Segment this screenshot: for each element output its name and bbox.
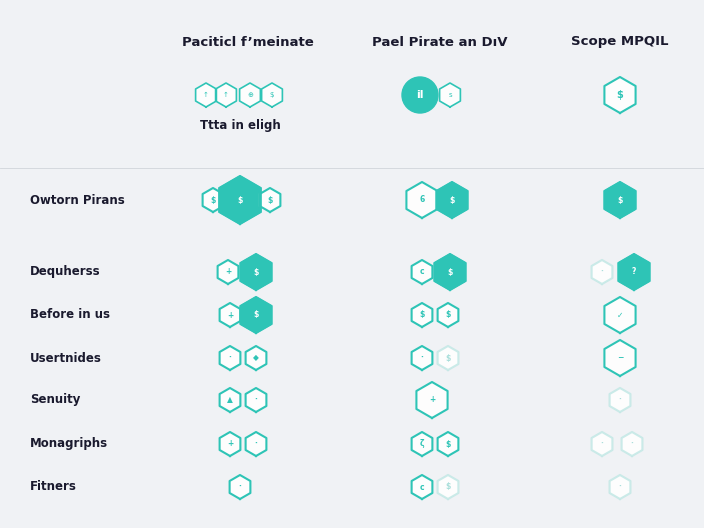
Polygon shape [412, 432, 432, 456]
Text: $: $ [446, 354, 451, 363]
Text: +: + [429, 395, 435, 404]
Polygon shape [220, 346, 240, 370]
Polygon shape [412, 303, 432, 327]
Polygon shape [438, 432, 458, 456]
Polygon shape [591, 260, 612, 284]
Text: Dequherss: Dequherss [30, 266, 101, 278]
Text: ·: · [229, 354, 232, 363]
Text: ·: · [601, 268, 603, 277]
Text: Scope MPQIL: Scope MPQIL [571, 35, 669, 49]
Polygon shape [196, 83, 216, 107]
Polygon shape [220, 388, 240, 412]
Text: c: c [420, 268, 425, 277]
Text: ·: · [255, 439, 258, 448]
Polygon shape [434, 254, 465, 290]
Text: Senuity: Senuity [30, 393, 80, 407]
Text: +: + [225, 268, 231, 277]
Text: Paciticl f’meinate: Paciticl f’meinate [182, 35, 314, 49]
Text: Fitners: Fitners [30, 480, 77, 494]
Polygon shape [220, 303, 240, 327]
Text: c: c [420, 483, 425, 492]
Text: $: $ [420, 310, 425, 319]
Polygon shape [618, 254, 650, 290]
Text: ·: · [631, 439, 634, 448]
Polygon shape [240, 297, 272, 333]
Polygon shape [406, 182, 438, 218]
Text: $: $ [446, 439, 451, 448]
Text: $: $ [617, 195, 622, 204]
Text: −: − [617, 354, 623, 363]
Text: il: il [416, 90, 424, 100]
Polygon shape [239, 83, 260, 107]
Polygon shape [436, 182, 467, 218]
Polygon shape [605, 182, 636, 218]
Polygon shape [438, 475, 458, 499]
Text: $: $ [446, 310, 451, 319]
Text: Monagriphs: Monagriphs [30, 438, 108, 450]
Polygon shape [438, 346, 458, 370]
Text: $: $ [268, 195, 272, 204]
Text: $: $ [449, 195, 455, 204]
Text: ↑: ↑ [223, 92, 229, 98]
Polygon shape [246, 388, 266, 412]
Polygon shape [610, 388, 630, 412]
Text: $: $ [446, 483, 451, 492]
Text: s: s [448, 92, 452, 98]
Text: +: + [227, 310, 233, 319]
Text: ·: · [619, 483, 622, 492]
Polygon shape [260, 188, 280, 212]
Polygon shape [439, 83, 460, 107]
Text: ⊕: ⊕ [247, 92, 253, 98]
Polygon shape [591, 432, 612, 456]
Text: Usertnides: Usertnides [30, 352, 102, 364]
Text: $: $ [253, 268, 258, 277]
Text: Owtorn Pirans: Owtorn Pirans [30, 193, 125, 206]
Text: $: $ [617, 90, 623, 100]
Text: ·: · [619, 395, 622, 404]
Text: Pael Pirate an DıV: Pael Pirate an DıV [372, 35, 508, 49]
Text: ?: ? [631, 268, 636, 277]
Polygon shape [219, 176, 260, 224]
Text: $: $ [253, 310, 258, 319]
Polygon shape [622, 432, 642, 456]
Text: Ttta in eligh: Ttta in eligh [200, 118, 280, 131]
Text: ζ: ζ [420, 439, 425, 448]
Text: $: $ [270, 92, 275, 98]
Polygon shape [412, 346, 432, 370]
Polygon shape [610, 475, 630, 499]
Circle shape [402, 77, 438, 113]
Polygon shape [605, 340, 636, 376]
Polygon shape [605, 297, 636, 333]
Polygon shape [605, 77, 636, 113]
Polygon shape [262, 83, 282, 107]
Text: $: $ [210, 195, 215, 204]
Polygon shape [412, 475, 432, 499]
Text: ◆: ◆ [253, 354, 259, 363]
Text: ·: · [239, 483, 241, 492]
Text: ·: · [420, 354, 423, 363]
Polygon shape [438, 303, 458, 327]
Text: ✓: ✓ [617, 310, 623, 319]
Polygon shape [240, 254, 272, 290]
Text: ·: · [601, 439, 603, 448]
Polygon shape [416, 382, 448, 418]
Polygon shape [220, 432, 240, 456]
Text: ↑: ↑ [203, 92, 209, 98]
Polygon shape [412, 260, 432, 284]
Polygon shape [246, 432, 266, 456]
Polygon shape [218, 260, 239, 284]
Text: ▲: ▲ [227, 395, 233, 404]
Text: $: $ [237, 195, 243, 204]
Polygon shape [215, 83, 237, 107]
Text: +: + [227, 439, 233, 448]
Text: Before in us: Before in us [30, 308, 110, 322]
Polygon shape [230, 475, 251, 499]
Text: $: $ [447, 268, 453, 277]
Text: ·: · [255, 395, 258, 404]
Polygon shape [246, 346, 266, 370]
Polygon shape [203, 188, 223, 212]
Text: 6: 6 [420, 195, 425, 204]
